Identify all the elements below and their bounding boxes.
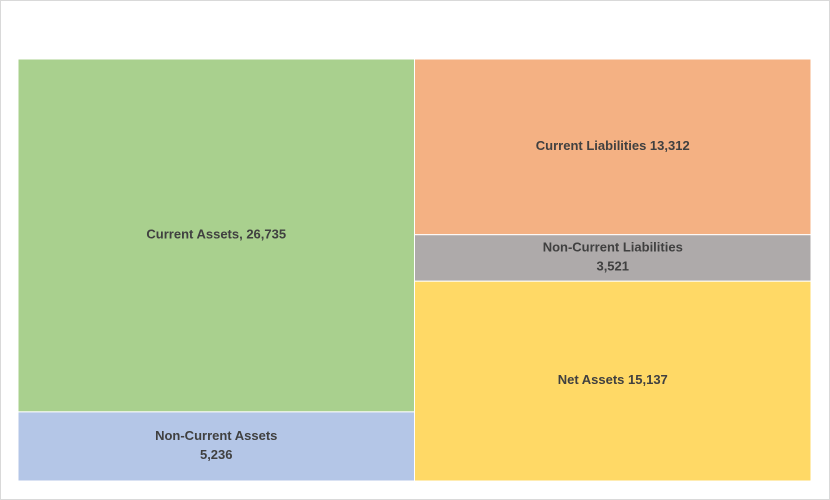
tile-non-current-assets <box>17 411 416 482</box>
label-current-assets: Current Assets, 26,735 <box>146 227 286 242</box>
label-net-assets: Net Assets 15,137 <box>558 373 668 388</box>
tile-current-liabilities <box>414 58 812 236</box>
label-current-liabilities: Current Liabilities 13,312 <box>536 138 690 153</box>
label-non-current-assets: Non-Current Assets 5,236 <box>155 428 277 462</box>
tile-current-assets <box>17 58 416 413</box>
tile-non-current-liabilities <box>414 234 812 282</box>
tile-net-assets <box>414 280 812 482</box>
label-non-current-liabilities: Non-Current Liabilities 3,521 <box>543 240 683 274</box>
